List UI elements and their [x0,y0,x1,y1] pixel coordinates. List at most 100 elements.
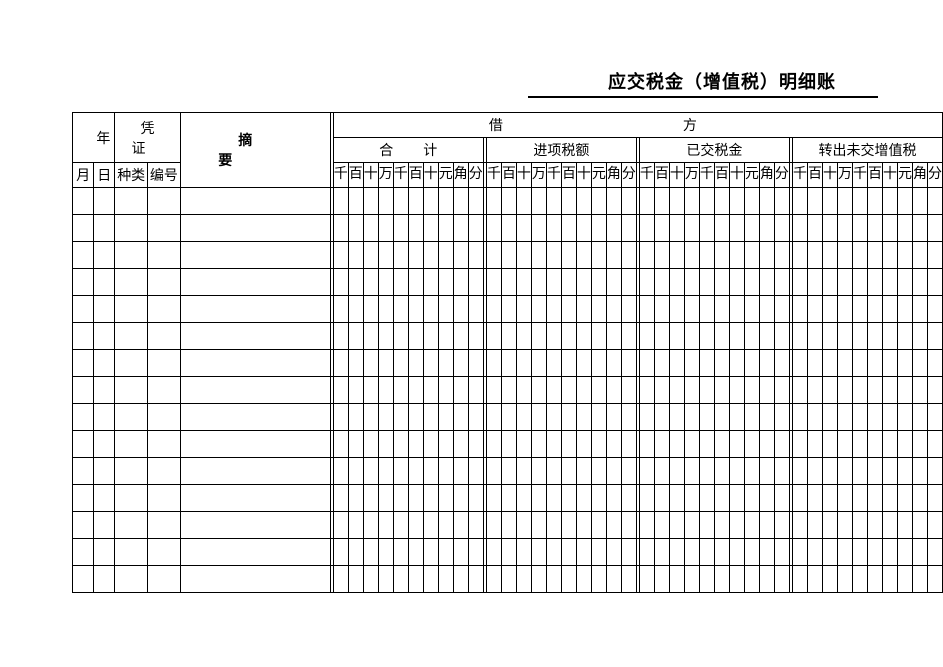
digit-cell [378,566,393,593]
digit-cell [516,431,531,458]
digit-head: 角 [606,163,621,188]
table-row [73,566,943,593]
digit-cell [408,458,423,485]
digit-cell [348,404,363,431]
digit-head: 千 [639,163,654,188]
digit-cell [531,404,546,431]
cell [73,269,94,296]
digit-cell [591,404,606,431]
digit-cell [744,188,759,215]
digit-cell [897,296,912,323]
digit-cell [468,188,483,215]
digit-cell [363,350,378,377]
digit-cell [453,404,468,431]
cell [115,296,148,323]
cell [180,242,330,269]
digit-cell [912,458,927,485]
digit-head: 百 [807,163,822,188]
digit-cell [486,350,501,377]
digit-cell [654,242,669,269]
digit-cell [822,296,837,323]
digit-cell [591,539,606,566]
digit-cell [882,323,897,350]
digit-cell [852,485,867,512]
cell [115,566,148,593]
digit-cell [501,296,516,323]
digit-cell [348,323,363,350]
digit-cell [501,377,516,404]
cell [115,323,148,350]
digit-cell [807,269,822,296]
digit-cell [348,377,363,404]
digit-cell [393,188,408,215]
digit-cell [423,377,438,404]
digit-cell [837,404,852,431]
digit-cell [501,512,516,539]
digit-cell [438,215,453,242]
digit-head: 十 [729,163,744,188]
cell [148,323,181,350]
digit-cell [639,350,654,377]
digit-cell [759,539,774,566]
cell [73,296,94,323]
digit-cell [468,350,483,377]
digit-cell [822,431,837,458]
digit-cell [912,539,927,566]
digit-cell [852,539,867,566]
digit-cell [486,512,501,539]
digit-cell [744,242,759,269]
cell [148,458,181,485]
digit-cell [561,215,576,242]
digit-cell [348,269,363,296]
digit-cell [774,485,789,512]
cell [73,323,94,350]
digit-cell [882,242,897,269]
digit-cell [438,350,453,377]
cell [180,512,330,539]
cell [148,242,181,269]
header-input-tax: 进项税额 [486,138,636,163]
digit-cell [897,188,912,215]
digit-cell [438,485,453,512]
digit-cell [561,269,576,296]
digit-cell [654,377,669,404]
digit-cell [729,539,744,566]
digit-head: 千 [792,163,807,188]
digit-cell [714,296,729,323]
cell [115,215,148,242]
cell [73,404,94,431]
digit-cell [363,431,378,458]
page-title: 应交税金（增值税）明细账 [608,68,836,94]
header-summary: 摘要 [180,113,330,188]
digit-cell [774,377,789,404]
digit-cell [546,323,561,350]
digit-cell [408,377,423,404]
digit-cell [378,512,393,539]
digit-cell [654,296,669,323]
digit-cell [927,377,942,404]
digit-cell [792,485,807,512]
digit-cell [759,485,774,512]
digit-cell [852,269,867,296]
digit-cell [501,188,516,215]
digit-cell [882,404,897,431]
digit-cell [606,539,621,566]
digit-cell [561,404,576,431]
cell [180,215,330,242]
digit-cell [639,512,654,539]
digit-cell [714,269,729,296]
digit-cell [759,323,774,350]
digit-cell [729,188,744,215]
digit-cell [792,242,807,269]
digit-cell [774,323,789,350]
digit-cell [759,269,774,296]
digit-cell [591,242,606,269]
digit-cell [654,566,669,593]
digit-cell [333,377,348,404]
digit-cell [699,269,714,296]
digit-cell [744,377,759,404]
digit-cell [837,242,852,269]
digit-cell [639,296,654,323]
digit-cell [468,539,483,566]
digit-cell [882,296,897,323]
